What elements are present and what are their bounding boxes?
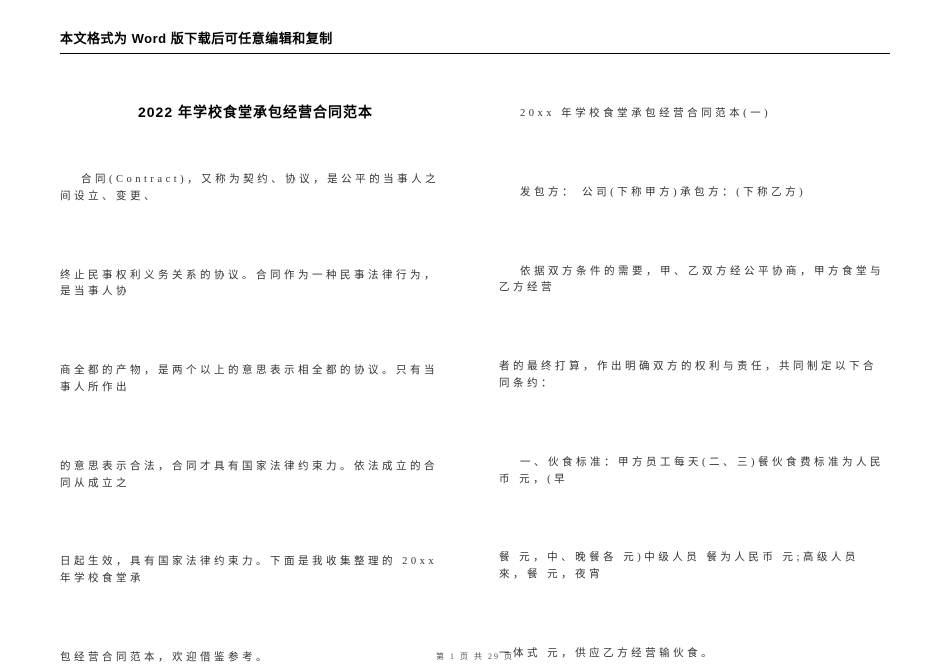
page-footer: 第 1 页 共 29 页 bbox=[0, 651, 950, 662]
right-column: 20xx 年学校食堂承包经营合同范本(一) 发包方： 公司(下称甲方)承包方：(… bbox=[499, 102, 890, 667]
two-column-layout: 2022 年学校食堂承包经营合同范本 合同(Contract)，又称为契约、协议… bbox=[60, 102, 890, 667]
body-paragraph: 者的最终打算，作出明确双方的权利与责任，共同制定以下合同条约： bbox=[499, 359, 890, 393]
body-paragraph: 依据双方条件的需要，甲、乙双方经公平协商，甲方食堂与乙方经营 bbox=[499, 264, 890, 298]
body-paragraph: 日起生效，具有国家法律约束力。下面是我收集整理的 20xx 年学校食堂承 bbox=[60, 554, 451, 588]
body-paragraph: 发包方： 公司(下称甲方)承包方：(下称乙方) bbox=[499, 185, 890, 202]
body-paragraph: 终止民事权利义务关系的协议。合同作为一种民事法律行为，是当事人协 bbox=[60, 268, 451, 302]
left-column: 2022 年学校食堂承包经营合同范本 合同(Contract)，又称为契约、协议… bbox=[60, 102, 451, 667]
body-paragraph: 20xx 年学校食堂承包经营合同范本(一) bbox=[499, 106, 890, 123]
body-paragraph: 一、伙食标准：甲方员工每天(二、三)餐伙食费标准为人民币 元，(早 bbox=[499, 455, 890, 489]
document-title: 2022 年学校食堂承包经营合同范本 bbox=[60, 102, 451, 122]
body-paragraph: 餐 元，中、晚餐各 元)中级人员 餐为人民币 元;高级人员 來，餐 元，夜宵 bbox=[499, 550, 890, 584]
body-paragraph: 的意思表示合法，合同才具有国家法律约束力。依法成立的合同从成立之 bbox=[60, 459, 451, 493]
body-paragraph: 合同(Contract)，又称为契约、协议，是公平的当事人之间设立、变更、 bbox=[60, 172, 451, 206]
body-paragraph: 商全都的产物，是两个以上的意思表示相全都的协议。只有当事人所作出 bbox=[60, 363, 451, 397]
header-note: 本文格式为 Word 版下载后可任意编辑和复制 bbox=[60, 28, 890, 54]
